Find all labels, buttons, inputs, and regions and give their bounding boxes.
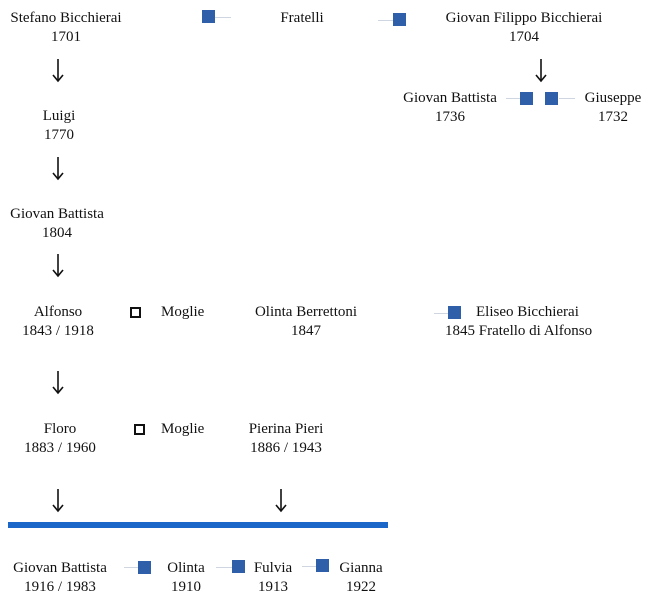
person-stefano-bicchierai: Stefano Bicchierai 1701 <box>4 9 128 47</box>
person-years: 1916 / 1983 <box>24 579 96 595</box>
sibling-marker-icon <box>138 561 151 574</box>
sibling-marker-icon <box>316 559 329 572</box>
connector-line <box>302 566 316 567</box>
child-olinta: Olinta 1910 <box>160 559 212 597</box>
person-name: Giuseppe <box>584 90 642 106</box>
person-floro: Floro 1883 / 1960 <box>14 420 106 458</box>
connector-line <box>215 17 231 18</box>
sibling-marker-icon <box>520 92 533 105</box>
generation-bar <box>8 522 388 528</box>
person-name: Giovan Battista <box>10 206 104 222</box>
connector-line <box>378 20 394 21</box>
down-arrow-icon <box>275 489 287 513</box>
person-giovan-battista-1736: Giovan Battista 1736 <box>396 89 504 127</box>
person-year: 1736 <box>435 109 465 125</box>
sibling-marker-icon <box>448 306 461 319</box>
connector-line <box>124 567 138 568</box>
person-name: Stefano Bicchierai <box>10 10 122 26</box>
moglie-label: Moglie <box>161 304 205 320</box>
connector-line <box>434 313 448 314</box>
person-giovan-filippo-bicchierai: Giovan Filippo Bicchierai 1704 <box>432 9 616 47</box>
sibling-marker-icon <box>202 10 215 23</box>
spouse-marker-icon <box>130 307 141 318</box>
person-giovan-battista-1804: Giovan Battista 1804 <box>2 205 112 243</box>
person-year: 1922 <box>346 579 376 595</box>
sibling-marker-icon <box>393 13 406 26</box>
person-name: Olinta Berrettoni <box>254 304 358 320</box>
person-years: 1886 / 1943 <box>250 440 322 456</box>
person-name: Fulvia <box>253 560 293 576</box>
down-arrow-icon <box>52 254 64 278</box>
person-name: Olinta <box>167 560 205 576</box>
person-giuseppe: Giuseppe 1732 <box>578 89 648 127</box>
person-years: 1843 / 1918 <box>22 323 94 339</box>
person-alfonso: Alfonso 1843 / 1918 <box>10 303 106 341</box>
person-name: Luigi <box>42 108 76 124</box>
down-arrow-icon <box>52 489 64 513</box>
person-luigi: Luigi 1770 <box>24 107 94 145</box>
person-name: Giovan Filippo Bicchierai <box>445 10 603 26</box>
eliseo-name: Eliseo Bicchierai <box>476 304 579 320</box>
person-year: 1701 <box>51 29 81 45</box>
connector-line <box>559 98 575 99</box>
person-year: 1804 <box>42 225 72 241</box>
down-arrow-icon <box>52 157 64 181</box>
person-name: Alfonso <box>33 304 83 320</box>
child-gianna: Gianna 1922 <box>332 559 390 597</box>
fratelli-label: Fratelli <box>280 10 324 26</box>
person-year: 1770 <box>44 127 74 143</box>
person-name: Floro <box>43 421 77 437</box>
person-name: Gianna <box>339 560 383 576</box>
person-year: 1732 <box>598 109 628 125</box>
eliseo-detail: 1845 Fratello di Alfonso <box>445 323 593 339</box>
connector-line <box>506 98 520 99</box>
down-arrow-icon <box>52 371 64 395</box>
person-pierina-pieri: Pierina Pieri 1886 / 1943 <box>238 420 334 458</box>
person-name: Giovan Battista <box>403 90 497 106</box>
connector-line <box>216 567 232 568</box>
spouse-marker-icon <box>134 424 145 435</box>
person-year: 1847 <box>291 323 321 339</box>
person-olinta-berrettoni: Olinta Berrettoni 1847 <box>246 303 366 341</box>
sibling-marker-icon <box>545 92 558 105</box>
child-fulvia: Fulvia 1913 <box>248 559 298 597</box>
person-year: 1704 <box>509 29 539 45</box>
down-arrow-icon <box>535 59 547 83</box>
person-name: Giovan Battista <box>13 560 107 576</box>
person-year: 1913 <box>258 579 288 595</box>
person-years: 1883 / 1960 <box>24 440 96 456</box>
child-giovan-battista: Giovan Battista 1916 / 1983 <box>6 559 114 597</box>
moglie-label: Moglie <box>161 421 205 437</box>
person-year: 1910 <box>171 579 201 595</box>
down-arrow-icon <box>52 59 64 83</box>
sibling-marker-icon <box>232 560 245 573</box>
person-name: Pierina Pieri <box>248 421 324 437</box>
